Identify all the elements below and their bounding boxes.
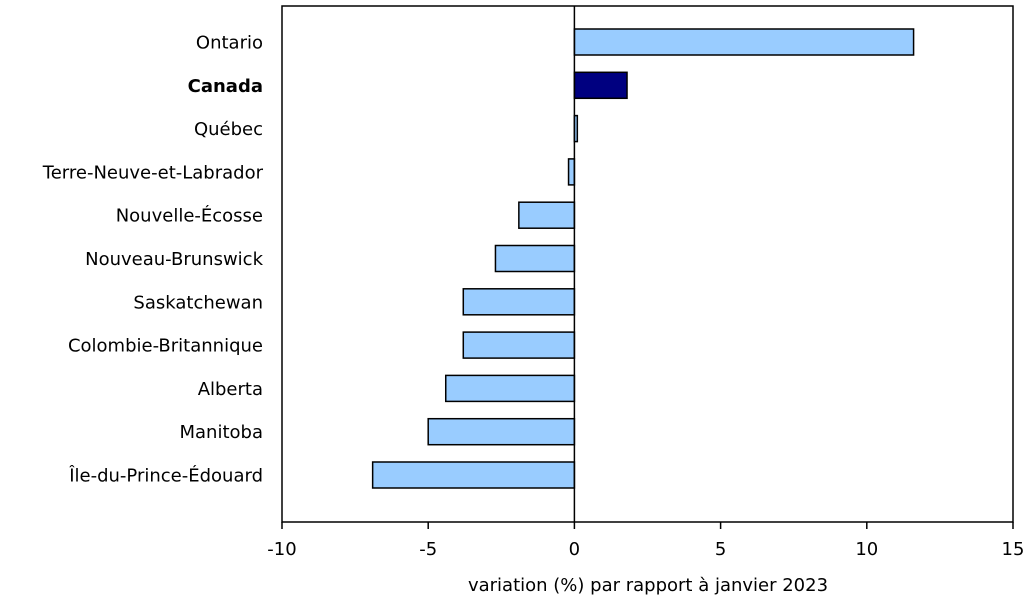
category-label-alberta: Alberta xyxy=(198,379,263,400)
category-label-nouveau-brunswick: Nouveau-Brunswick xyxy=(85,249,263,270)
bar-manitoba xyxy=(427,417,576,446)
bar-colombie-britannique xyxy=(462,331,576,359)
bar-nouvelle-ecosse xyxy=(518,201,576,229)
x-tick-label: -5 xyxy=(419,539,437,560)
category-label-ontario: Ontario xyxy=(196,33,263,54)
x-axis-title: variation (%) par rapport à janvier 2023 xyxy=(468,575,828,596)
bar-nouveau-brunswick xyxy=(494,244,576,273)
category-labels-group: Ontario Canada Québec Terre-Neuve-et-Labrad… xyxy=(42,33,264,487)
category-label-nouvelle-ecosse: Nouvelle-Écosse xyxy=(116,205,263,227)
bar-alberta xyxy=(444,374,576,403)
x-tick-label: 5 xyxy=(715,539,726,560)
plot-border xyxy=(281,5,1014,523)
category-label-canada: Canada xyxy=(188,76,263,97)
category-label-quebec: Québec xyxy=(194,119,263,140)
bar-ontario xyxy=(573,28,915,56)
x-axis-ticks-group: -10 -5 0 5 10 15 xyxy=(267,522,1024,560)
category-label-manitoba: Manitoba xyxy=(180,422,264,443)
x-tick-label: -10 xyxy=(267,539,296,560)
bars-group xyxy=(371,28,915,489)
x-tick-label: 10 xyxy=(855,539,878,560)
bar-terre-neuve-et-labrador xyxy=(567,158,576,186)
category-label-terre-neuve-et-labrador: Terre-Neuve-et-Labrador xyxy=(42,162,264,183)
category-label-colombie-britannique: Colombie-Britannique xyxy=(68,336,263,357)
category-label-ile-du-prince-edouard: Île-du-Prince-Édouard xyxy=(68,465,263,487)
category-label-saskatchewan: Saskatchewan xyxy=(133,292,263,313)
x-tick-label: 15 xyxy=(1002,539,1025,560)
bar-canada xyxy=(573,71,628,100)
x-tick-label: 0 xyxy=(569,539,580,560)
bar-ile-du-prince-edouard xyxy=(371,461,576,489)
plot-frame xyxy=(281,5,1014,523)
bar-saskatchewan xyxy=(462,288,576,316)
